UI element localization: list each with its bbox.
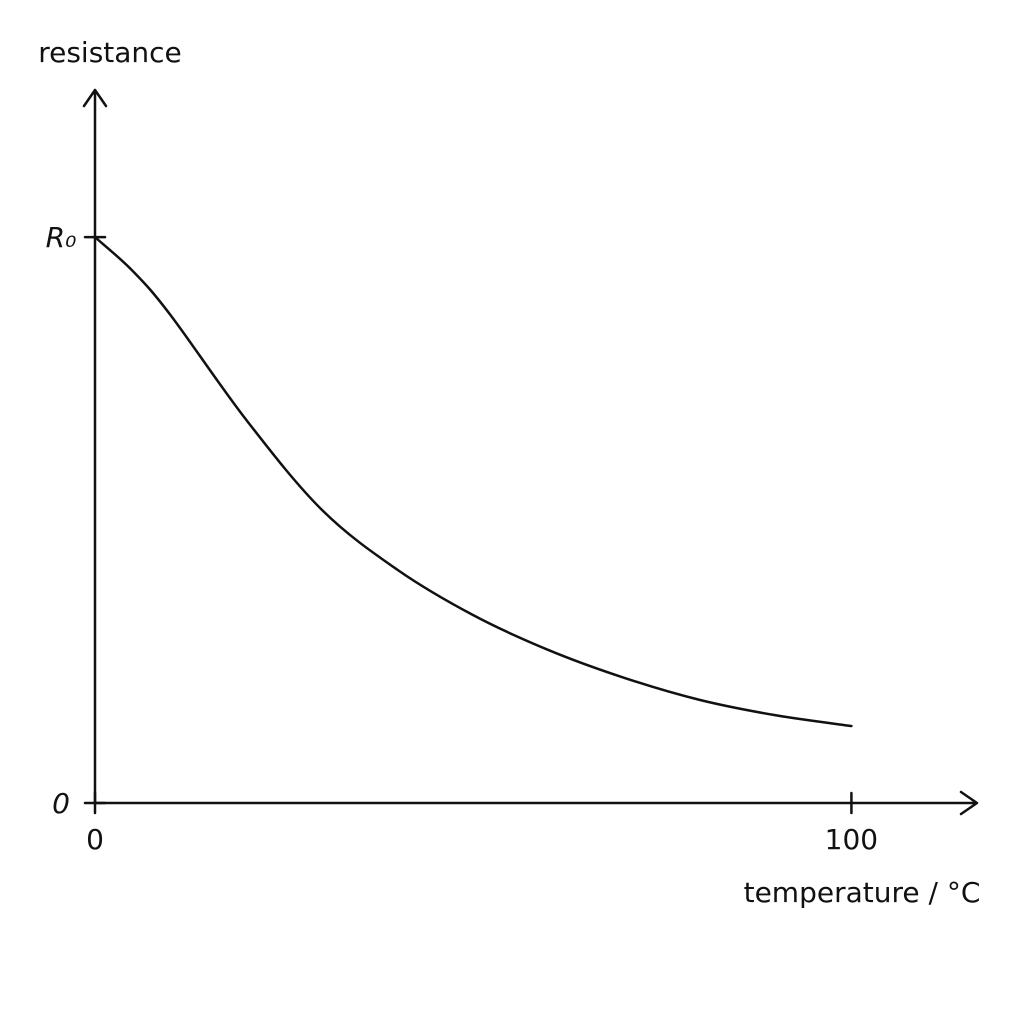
x-axis-title: temperature / °C <box>744 876 981 909</box>
x-tick-label: 0 <box>86 823 104 856</box>
x-tick-label: 100 <box>825 823 878 856</box>
y-tick-label: 0 <box>52 787 70 820</box>
y-axis <box>82 88 108 805</box>
y-tick-label: R₀ <box>46 221 77 254</box>
y-axis-title: resistance <box>38 36 182 69</box>
x-axis <box>93 790 979 816</box>
line <box>93 235 853 728</box>
